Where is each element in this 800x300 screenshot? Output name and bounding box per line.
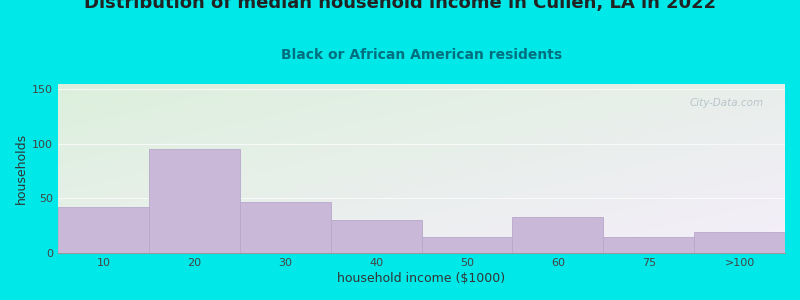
Y-axis label: households: households [15,133,28,204]
Bar [240,202,330,253]
Bar [58,207,149,253]
Text: Distribution of median household income in Cullen, LA in 2022: Distribution of median household income … [84,0,716,12]
Bar [603,237,694,253]
Bar [512,217,603,253]
Bar [422,237,512,253]
Title: Black or African American residents: Black or African American residents [281,48,562,62]
Bar [149,149,240,253]
Bar [694,232,785,253]
Bar [330,220,422,253]
Text: City-Data.com: City-Data.com [689,98,763,107]
X-axis label: household income ($1000): household income ($1000) [338,272,506,285]
